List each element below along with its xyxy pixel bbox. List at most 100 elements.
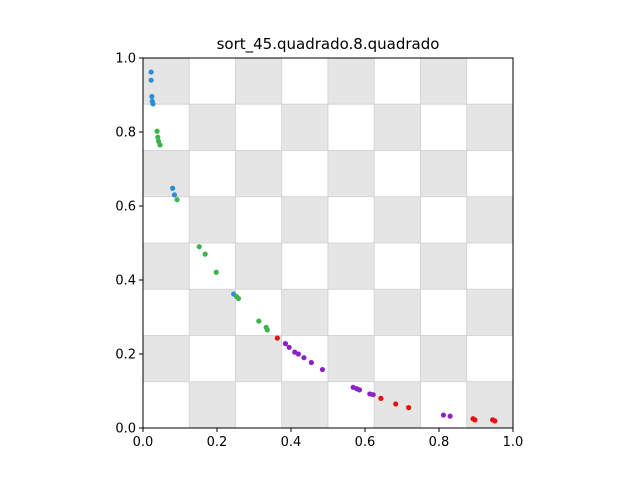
checker-cell (327, 196, 375, 244)
data-point-series-1 (149, 93, 155, 100)
checker-cell (327, 288, 375, 336)
checker-cell (373, 196, 421, 244)
data-point-series-3 (378, 395, 384, 401)
y-tick-label: 0.8 (115, 126, 136, 141)
checker-cell (420, 57, 468, 105)
checker-cell (188, 196, 236, 244)
checker-cell (420, 381, 468, 429)
checker-cell (466, 57, 514, 105)
data-point-series-3 (472, 417, 478, 423)
checker-cell (281, 242, 329, 290)
data-point-series-4 (308, 359, 314, 366)
data-point-series-4 (301, 355, 307, 361)
checker-cell (142, 150, 190, 198)
y-tick-label: 0.2 (115, 348, 136, 363)
checker-cell (235, 381, 283, 429)
data-point-series-1 (148, 77, 154, 83)
data-point-series-3 (492, 418, 498, 424)
x-tick-label: 0.8 (429, 435, 450, 450)
checker-cell (373, 288, 421, 336)
data-point-series-4 (370, 392, 376, 398)
checker-cell (188, 150, 236, 198)
data-point-series-2 (213, 269, 219, 275)
checker-cell (281, 150, 329, 198)
checker-cell (327, 381, 375, 429)
checker-cell (466, 150, 514, 198)
data-point-series-1 (170, 185, 176, 191)
data-point-series-1 (148, 69, 154, 75)
data-point-series-2 (256, 318, 262, 324)
data-point-series-2 (157, 142, 163, 148)
checker-cell (420, 242, 468, 290)
x-tick-label: 0.2 (207, 435, 228, 450)
data-point-series-3 (393, 401, 399, 407)
data-point-series-3 (406, 405, 412, 411)
plot-frame (142, 57, 514, 429)
data-point-series-4 (286, 344, 292, 350)
checker-cell (466, 196, 514, 244)
data-points (148, 69, 498, 424)
checker-cell (466, 103, 514, 151)
x-tick-label: 1.0 (503, 435, 524, 450)
data-point-series-4 (319, 366, 326, 373)
data-point-series-3 (274, 335, 280, 341)
checker-cell (281, 196, 329, 244)
checker-cell (235, 150, 283, 198)
checker-cell (235, 242, 283, 290)
checker-cell (235, 335, 283, 383)
checker-cell (235, 57, 283, 105)
checker-cell (420, 288, 468, 336)
checker-cell (327, 335, 375, 383)
checker-cell (235, 196, 283, 244)
checker-cell (420, 103, 468, 151)
y-tick-label: 0.6 (115, 200, 136, 215)
checker-cell (235, 288, 283, 336)
chart-title: sort_45.quadrado.8.quadrado (217, 35, 440, 54)
checker-cell (420, 196, 468, 244)
checker-cell (281, 57, 329, 105)
checker-cell (142, 242, 190, 290)
data-point-series-2 (264, 327, 270, 333)
data-point-series-4 (440, 412, 447, 418)
data-point-series-2 (155, 134, 161, 140)
checker-cell (466, 335, 514, 383)
checker-cell (281, 288, 329, 336)
checker-cell (466, 288, 514, 336)
checker-cell (327, 242, 375, 290)
data-point-series-2 (235, 295, 242, 302)
data-point-series-2 (154, 128, 160, 134)
checker-cell (327, 57, 375, 105)
checker-cell (327, 150, 375, 198)
checker-cell (188, 288, 236, 336)
data-point-series-2 (174, 197, 180, 203)
checkerboard-background (142, 57, 514, 429)
data-point-series-4 (447, 413, 453, 419)
y-tick-label: 1.0 (115, 52, 136, 67)
checker-cell (373, 242, 421, 290)
checker-cell (327, 103, 375, 151)
checker-cell (188, 381, 236, 429)
checker-cell (373, 57, 421, 105)
checker-cell (142, 381, 190, 429)
x-tick-label: 0.0 (133, 435, 154, 450)
data-point-series-2 (202, 251, 208, 257)
checker-cell (142, 103, 190, 151)
checker-cell (420, 335, 468, 383)
checker-cell (420, 150, 468, 198)
checker-cell (142, 335, 190, 383)
data-point-series-2 (196, 244, 202, 250)
checker-cell (373, 150, 421, 198)
data-point-series-4 (295, 351, 301, 357)
checker-cell (235, 103, 283, 151)
checker-cell (188, 103, 236, 151)
data-point-series-1 (150, 101, 156, 107)
x-tick-label: 0.6 (355, 435, 376, 450)
axis-ticks: 0.0 0.2 0.4 0.6 0.8 1.0 0.0 0.2 0.4 0.6 0.8 1.0 (115, 52, 523, 451)
checker-cell (281, 381, 329, 429)
x-tick-label: 0.4 (281, 435, 302, 450)
checker-cell (466, 242, 514, 290)
checker-cell (188, 242, 236, 290)
checker-cell (281, 103, 329, 151)
checker-cell (373, 335, 421, 383)
